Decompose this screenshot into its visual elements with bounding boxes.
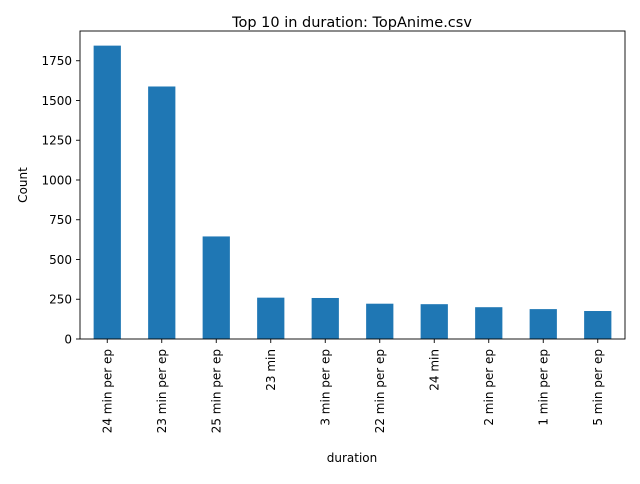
- bar-24-min: [420, 304, 448, 339]
- x-tick-label: 3 min per ep: [318, 349, 332, 426]
- y-tick-label: 500: [49, 253, 72, 267]
- x-tick-label: 23 min: [264, 349, 278, 391]
- y-tick-label: 1000: [41, 173, 72, 187]
- bar-2-min-per-ep: [475, 307, 503, 339]
- bars-group: [93, 45, 612, 340]
- x-tick-label: 25 min per ep: [209, 349, 223, 433]
- bar-24-min-per-ep: [93, 45, 121, 339]
- x-axis-label: duration: [327, 451, 378, 465]
- y-tick-label: 250: [49, 293, 72, 307]
- y-tick-label: 0: [64, 333, 72, 347]
- bar-23-min-per-ep: [148, 86, 176, 340]
- y-tick-label: 750: [49, 213, 72, 227]
- bar-3-min-per-ep: [311, 297, 339, 339]
- y-tick-label: 1750: [41, 54, 72, 68]
- y-tick-label: 1250: [41, 134, 72, 148]
- x-tick-label: 23 min per ep: [155, 349, 169, 433]
- x-tick-label: 24 min per ep: [100, 349, 114, 433]
- y-axis-label: Count: [16, 167, 30, 203]
- plot-frame: [79, 30, 626, 340]
- y-axis: 0 250 500 750 1000 1250 1500 1750: [41, 54, 80, 347]
- bar-23-min: [257, 297, 285, 339]
- x-tick-label: 2 min per ep: [482, 349, 496, 426]
- bar-22-min-per-ep: [366, 303, 394, 339]
- x-axis: 24 min per ep 23 min per ep 25 min per ep 2…: [100, 339, 605, 433]
- bar-25-min-per-ep: [202, 236, 230, 339]
- x-tick-label: 5 min per ep: [591, 349, 605, 426]
- x-tick-label: 1 min per ep: [536, 349, 550, 426]
- bar-1-min-per-ep: [529, 309, 557, 339]
- x-tick-label: 24 min: [427, 349, 441, 391]
- x-tick-label: 22 min per ep: [373, 349, 387, 433]
- bar-5-min-per-ep: [584, 311, 612, 339]
- y-tick-label: 1500: [41, 94, 72, 108]
- chart-title: Top 10 in duration: TopAnime.csv: [231, 15, 472, 31]
